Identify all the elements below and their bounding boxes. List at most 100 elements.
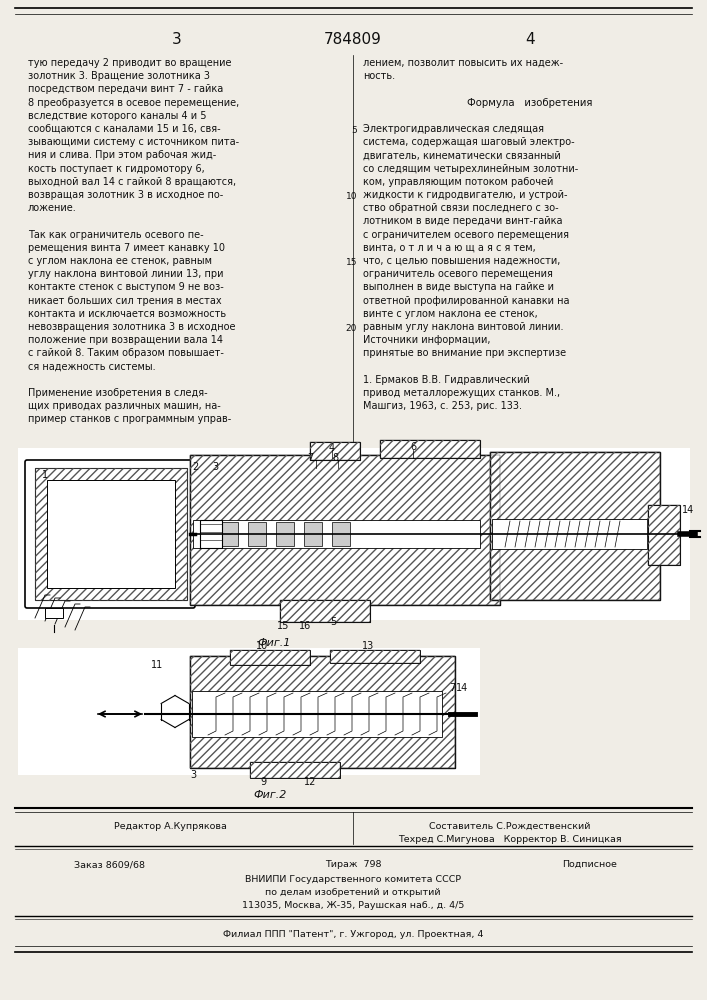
Bar	[276, 522, 294, 546]
Text: 2: 2	[192, 462, 198, 472]
Text: выходной вал 14 с гайкой 8 вращаются,: выходной вал 14 с гайкой 8 вращаются,	[28, 177, 236, 187]
Text: 3: 3	[190, 770, 196, 780]
Text: 5: 5	[351, 126, 357, 135]
Bar	[18, 448, 690, 620]
Text: ния и слива. При этом рабочая жид-: ния и слива. При этом рабочая жид-	[28, 150, 216, 160]
Text: ность.: ность.	[363, 71, 395, 81]
Text: Техред С.Мигунова   Корректор В. Синицкая: Техред С.Мигунова Корректор В. Синицкая	[398, 835, 622, 844]
Bar	[280, 600, 370, 622]
Text: Подписное: Подписное	[563, 860, 617, 869]
Text: ремещения винта 7 имеет канавку 10: ремещения винта 7 имеет канавку 10	[28, 243, 225, 253]
Bar	[380, 440, 480, 458]
Text: углу наклона винтовой линии 13, при: углу наклона винтовой линии 13, при	[28, 269, 223, 279]
Text: 15: 15	[346, 258, 357, 267]
Text: что, с целью повышения надежности,: что, с целью повышения надежности,	[363, 256, 561, 266]
Text: пример станков с программным управ-: пример станков с программным управ-	[28, 414, 231, 424]
Text: ство обратной связи последнего с зо-: ство обратной связи последнего с зо-	[363, 203, 559, 213]
Text: Составитель С.Рождественский: Составитель С.Рождественский	[429, 822, 591, 831]
Text: равным углу наклона винтовой линии.: равным углу наклона винтовой линии.	[363, 322, 563, 332]
Text: 1: 1	[42, 470, 48, 480]
Text: контакте стенок с выступом 9 не воз-: контакте стенок с выступом 9 не воз-	[28, 282, 223, 292]
Text: двигатель, кинематически связанный: двигатель, кинематически связанный	[363, 150, 561, 160]
Text: 11: 11	[151, 660, 163, 670]
Text: винта, о т л и ч а ю щ а я с я тем,: винта, о т л и ч а ю щ а я с я тем,	[363, 243, 536, 253]
Text: с ограничителем осевого перемещения: с ограничителем осевого перемещения	[363, 230, 569, 240]
Bar	[35, 468, 187, 600]
Bar	[380, 440, 480, 458]
Text: лением, позволит повысить их надеж-: лением, позволит повысить их надеж-	[363, 58, 563, 68]
Bar	[35, 468, 187, 600]
Text: 7: 7	[307, 453, 313, 463]
Text: Фиг.1: Фиг.1	[257, 638, 291, 648]
Text: по делам изобретений и открытий: по делам изобретений и открытий	[265, 888, 440, 897]
Bar	[310, 442, 360, 460]
Text: с углом наклона ее стенок, равным: с углом наклона ее стенок, равным	[28, 256, 212, 266]
Text: Так как ограничитель осевого пе-: Так как ограничитель осевого пе-	[28, 230, 204, 240]
Bar	[192, 691, 442, 737]
Text: 9: 9	[260, 777, 266, 787]
Bar	[330, 650, 420, 663]
Text: ответной профилированной канавки на: ответной профилированной канавки на	[363, 296, 570, 306]
Text: посредством передачи винт 7 - гайка: посредством передачи винт 7 - гайка	[28, 84, 223, 94]
Text: сообщаются с каналами 15 и 16, свя-: сообщаются с каналами 15 и 16, свя-	[28, 124, 221, 134]
Text: 16: 16	[299, 621, 311, 631]
Bar	[230, 650, 310, 665]
Bar	[332, 522, 350, 546]
Text: 4: 4	[329, 443, 335, 453]
Text: ограничитель осевого перемещения: ограничитель осевого перемещения	[363, 269, 553, 279]
Text: принятые во внимание при экспертизе: принятые во внимание при экспертизе	[363, 348, 566, 358]
Text: 15: 15	[277, 621, 289, 631]
Bar	[310, 442, 360, 460]
Text: выполнен в виде выступа на гайке и: выполнен в виде выступа на гайке и	[363, 282, 554, 292]
Bar	[648, 505, 680, 565]
Bar	[304, 522, 322, 546]
Bar	[230, 650, 310, 665]
Text: ложение.: ложение.	[28, 203, 77, 213]
Text: 3: 3	[212, 462, 218, 472]
Text: 14: 14	[456, 683, 468, 693]
Bar	[648, 505, 680, 565]
Bar	[47, 480, 175, 588]
Bar	[45, 608, 63, 618]
Text: Тираж  798: Тираж 798	[325, 860, 381, 869]
Text: Формула   изобретения: Формула изобретения	[467, 98, 592, 108]
Text: положение при возвращении вала 14: положение при возвращении вала 14	[28, 335, 223, 345]
Bar	[250, 762, 340, 778]
Text: 12: 12	[304, 777, 316, 787]
Bar	[18, 648, 480, 775]
Text: золотник 3. Вращение золотника 3: золотник 3. Вращение золотника 3	[28, 71, 210, 81]
Text: ся надежность системы.: ся надежность системы.	[28, 362, 156, 372]
Bar	[220, 522, 238, 546]
Text: щих приводах различных машин, на-: щих приводах различных машин, на-	[28, 401, 221, 411]
Text: 7: 7	[449, 683, 455, 693]
Text: вследствие которого каналы 4 и 5: вследствие которого каналы 4 и 5	[28, 111, 206, 121]
Text: ВНИИПИ Государственного комитета СССР: ВНИИПИ Государственного комитета СССР	[245, 875, 461, 884]
Text: 14: 14	[682, 505, 694, 515]
Text: винте с углом наклона ее стенок,: винте с углом наклона ее стенок,	[363, 309, 538, 319]
Text: невозвращения золотника 3 в исходное: невозвращения золотника 3 в исходное	[28, 322, 235, 332]
Text: кость поступает к гидромотору 6,: кость поступает к гидромотору 6,	[28, 164, 205, 174]
Text: Филиал ППП "Патент", г. Ужгород, ул. Проектная, 4: Филиал ППП "Патент", г. Ужгород, ул. Про…	[223, 930, 483, 939]
Bar	[190, 455, 500, 605]
Text: с гайкой 8. Таким образом повышает-: с гайкой 8. Таким образом повышает-	[28, 348, 224, 358]
Bar	[200, 520, 222, 548]
Text: Источники информации,: Источники информации,	[363, 335, 491, 345]
Text: жидкости к гидродвигателю, и устрой-: жидкости к гидродвигателю, и устрой-	[363, 190, 568, 200]
Text: со следящим четырехлинейным золотни-: со следящим четырехлинейным золотни-	[363, 164, 578, 174]
Text: 8 преобразуется в осевое перемещение,: 8 преобразуется в осевое перемещение,	[28, 98, 239, 108]
Bar	[190, 656, 455, 768]
Text: контакта и исключается возможность: контакта и исключается возможность	[28, 309, 226, 319]
Text: лотником в виде передачи винт-гайка: лотником в виде передачи винт-гайка	[363, 216, 563, 226]
Text: возвращая золотник 3 в исходное по-: возвращая золотник 3 в исходное по-	[28, 190, 223, 200]
Text: 6: 6	[410, 442, 416, 452]
Bar	[330, 650, 420, 663]
Text: система, содержащая шаговый электро-: система, содержащая шаговый электро-	[363, 137, 575, 147]
Bar	[193, 520, 480, 548]
Text: 10: 10	[346, 192, 357, 201]
Text: никает больших сил трения в местах: никает больших сил трения в местах	[28, 296, 221, 306]
Text: Редактор А.Купрякова: Редактор А.Купрякова	[114, 822, 226, 831]
Text: 20: 20	[346, 324, 357, 333]
FancyBboxPatch shape	[25, 460, 195, 608]
Text: ком, управляющим потоком рабочей: ком, управляющим потоком рабочей	[363, 177, 554, 187]
Bar	[490, 452, 660, 600]
